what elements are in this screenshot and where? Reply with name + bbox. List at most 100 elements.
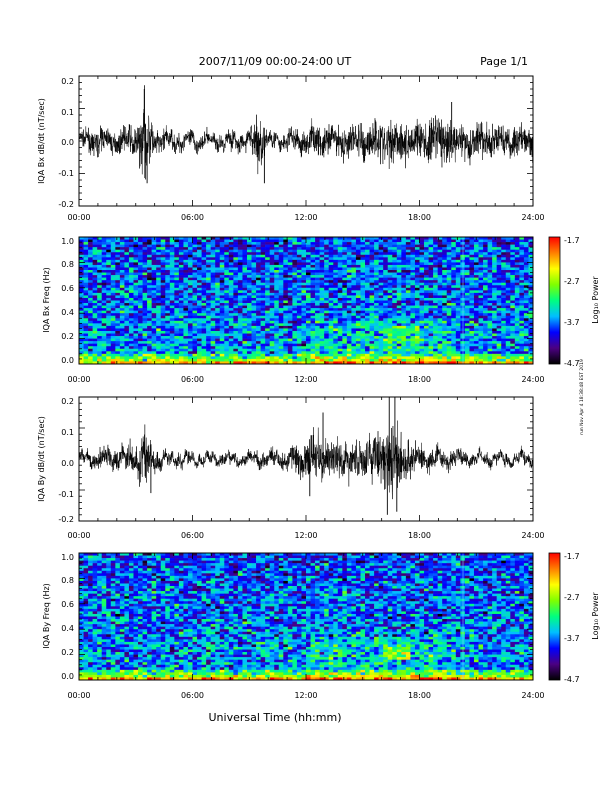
spectrogram-cell [151, 285, 157, 289]
spectrogram-cell [342, 275, 348, 278]
spectrogram-cell [106, 237, 112, 240]
spectrogram-cell [469, 247, 475, 250]
spectrogram-cell [296, 277, 302, 281]
spectrogram-cell [351, 237, 357, 240]
spectrogram-cell [505, 275, 511, 278]
spectrogram-cell [228, 310, 234, 314]
spectrogram-cell [310, 262, 316, 266]
spectrogram-cell [115, 305, 121, 309]
spectrogram-cell [328, 323, 334, 327]
spectrogram-cell [156, 257, 162, 261]
spectrogram-cell [333, 313, 339, 317]
spectrogram-cell [110, 300, 116, 304]
spectrogram-cell [342, 237, 348, 240]
spectrogram-cell [392, 333, 398, 337]
spectrogram-cell [333, 252, 339, 256]
spectrogram-cell [260, 259, 266, 263]
spectrogram-cell [260, 320, 266, 324]
spectrogram-cell [337, 264, 343, 268]
spectrogram-cell [147, 277, 152, 281]
spectrogram-cell [156, 343, 162, 347]
spectrogram-cell [301, 267, 307, 271]
spectrogram-cell [187, 356, 193, 360]
spectrogram-cell [387, 300, 393, 304]
spectrogram-cell [210, 303, 216, 306]
spectrogram-cell [528, 285, 534, 289]
spectrogram-cell [360, 328, 366, 332]
spectrogram-cell [83, 348, 89, 352]
spectrogram-cell [197, 285, 202, 289]
spectrogram-cell [496, 249, 502, 253]
spectrogram-cell [201, 282, 207, 286]
spectrogram-cell [201, 272, 207, 276]
spectrogram-cell [378, 338, 384, 342]
spectrogram-cell [483, 267, 488, 271]
spectrogram-cell [437, 351, 443, 355]
spectrogram-cell [219, 346, 225, 350]
spectrogram-cell [201, 338, 207, 342]
spectrogram-cell [233, 252, 239, 256]
spectrogram-cell [228, 333, 234, 337]
spectrogram-cell [79, 338, 84, 342]
spectrogram-cell [215, 262, 221, 266]
spectrogram-cell [455, 333, 461, 337]
spectrogram-cell [101, 272, 107, 276]
spectrogram-cell [360, 280, 366, 284]
spectrogram-cell [487, 308, 493, 311]
spectrogram-cell [464, 348, 470, 352]
spectrogram-cell [133, 244, 139, 248]
spectrogram-cell [251, 310, 257, 314]
spectrogram-cell [147, 323, 152, 327]
spectrogram-cell [319, 328, 325, 332]
spectrogram-cell [110, 270, 116, 273]
spectrogram-cell [496, 313, 502, 317]
spectrogram-cell [442, 254, 448, 258]
spectrogram-cell [324, 338, 329, 342]
spectrogram-cell [374, 330, 379, 334]
spectrogram-cell [287, 242, 293, 245]
spectrogram-cell [505, 280, 511, 284]
spectrogram-cell [369, 285, 375, 289]
spectrogram-cell [156, 297, 162, 301]
spectrogram-cell [115, 249, 121, 253]
spectrogram-cell [346, 297, 352, 301]
spectrogram-cell [296, 285, 302, 289]
spectrogram-cell [278, 264, 284, 268]
spectrogram-cell [496, 325, 502, 329]
spectrogram-cell [469, 325, 475, 329]
spectrogram-cell [97, 336, 102, 339]
spectrogram-cell [437, 282, 443, 286]
spectrogram-cell [414, 259, 420, 263]
spectrogram-cell [419, 336, 425, 339]
spectrogram-cell [433, 262, 438, 266]
spectrogram-cell [442, 305, 448, 309]
spectrogram-cell [278, 330, 284, 334]
spectrogram-cell [210, 315, 216, 319]
spectrogram-cell [283, 320, 289, 324]
spectrogram-cell [269, 277, 275, 281]
spectrogram-cell [519, 313, 525, 317]
spectrogram-cell [355, 300, 361, 304]
spectrogram-cell [256, 358, 261, 362]
spectrogram-cell [451, 310, 457, 314]
spectrogram-cell [324, 262, 329, 266]
spectrogram-cell [378, 318, 384, 322]
spectrogram-cell [446, 257, 452, 261]
spectrogram-cell [265, 341, 270, 344]
spectrogram-cell [365, 353, 370, 357]
spectrogram-cell [246, 259, 252, 263]
spectrogram-cell [455, 303, 461, 306]
spectrogram-cell [514, 285, 520, 289]
spectrogram-cell [433, 295, 438, 299]
spectrogram-cell [101, 303, 107, 306]
spectrogram-cell [360, 297, 366, 301]
spectrogram-cell [237, 277, 243, 281]
spectrogram-cell [315, 315, 320, 319]
spectrogram-cell [428, 310, 434, 314]
spectrogram-cell [215, 305, 221, 309]
spectrogram-cell [228, 320, 234, 324]
spectrogram-cell [296, 297, 302, 301]
spectrogram-cell [405, 358, 411, 362]
spectrogram-cell [187, 249, 193, 253]
spectrogram-cell [306, 290, 311, 294]
